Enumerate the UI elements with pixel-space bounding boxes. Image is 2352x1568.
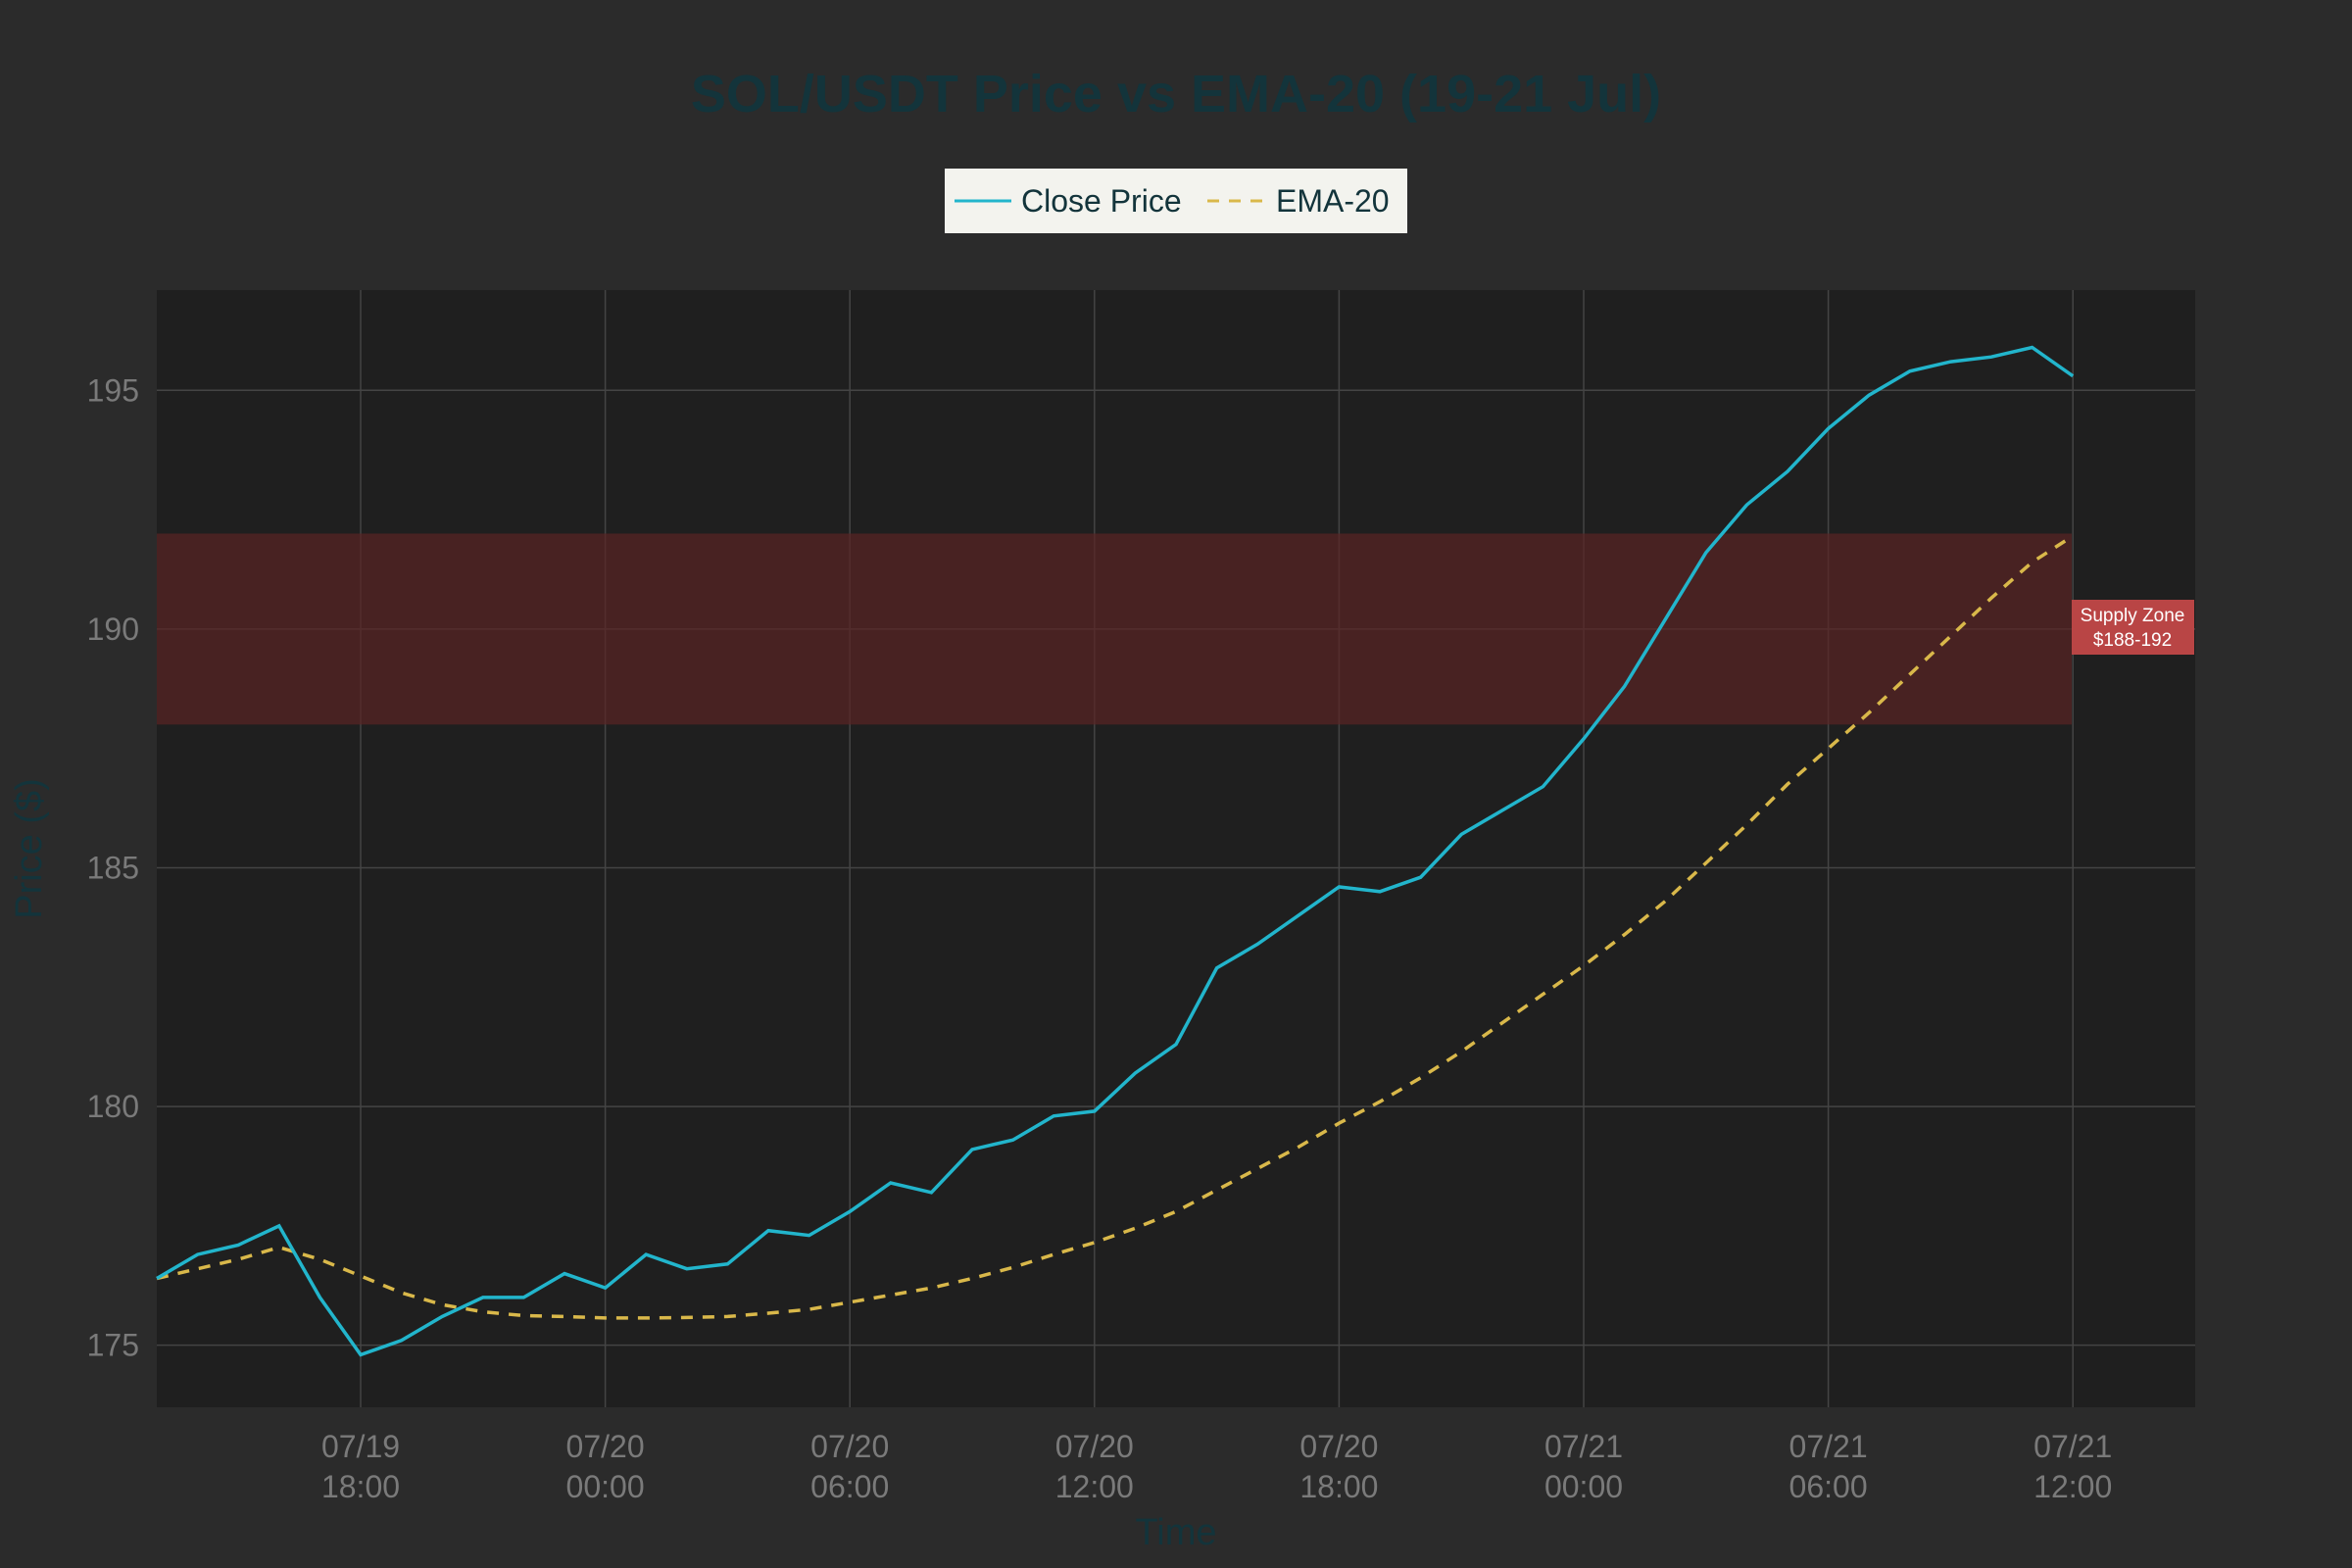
y-tick-label: 185: [87, 850, 139, 885]
legend-label-close-price: Close Price: [1021, 183, 1182, 219]
supply-zone-label-range: $188-192: [2093, 630, 2172, 651]
x-tick-label-date: 07/21: [2034, 1429, 2112, 1464]
x-axis-ticks: 07/19 18:00 07/20 00:00 07/20 06:00 07/20 12:00…: [321, 1429, 2112, 1504]
chart-title: SOL/USDT Price vs EMA-20 (19-21 Jul): [691, 65, 1661, 123]
series-line-ema-20: [156, 534, 2075, 1320]
x-tick-label-time: 18:00: [1299, 1469, 1378, 1504]
supply-zone-label-title: Supply Zone: [2081, 606, 2185, 626]
legend[interactable]: Close Price EMA-20: [945, 169, 1407, 233]
series-line-close-price: [156, 345, 2075, 1357]
y-axis-label: Price ($): [9, 778, 50, 919]
y-tick-label: 195: [87, 372, 139, 408]
legend-box: [945, 169, 1407, 233]
y-tick-label: 190: [87, 612, 139, 647]
x-tick-label-date: 07/21: [1544, 1429, 1623, 1464]
x-tick-label-date: 07/20: [566, 1429, 645, 1464]
y-axis-ticks: 175 180 185 190 195: [87, 372, 139, 1362]
x-tick-label-date: 07/20: [1055, 1429, 1134, 1464]
supply-zone-label-bg: [2072, 600, 2194, 655]
x-tick-label-time: 06:00: [1789, 1469, 1868, 1504]
y-tick-label: 180: [87, 1089, 139, 1124]
plot-area: [157, 290, 2195, 1407]
supply-zone-band: [157, 533, 2072, 725]
supply-zone-annotation: Supply Zone $188-192: [2072, 600, 2194, 655]
legend-label-ema-20: EMA-20: [1276, 183, 1390, 219]
x-tick-label-time: 00:00: [1544, 1469, 1623, 1504]
x-tick-label-date: 07/20: [810, 1429, 889, 1464]
x-tick-label-date: 07/20: [1299, 1429, 1378, 1464]
x-tick-label-time: 12:00: [1055, 1469, 1134, 1504]
x-tick-label-time: 18:00: [321, 1469, 400, 1504]
x-tick-label-time: 00:00: [566, 1469, 645, 1504]
y-tick-label: 175: [87, 1328, 139, 1363]
x-axis-label: Time: [1135, 1512, 1216, 1553]
x-tick-label-date: 07/21: [1789, 1429, 1868, 1464]
x-tick-label-time: 12:00: [2034, 1469, 2112, 1504]
x-tick-label-time: 06:00: [810, 1469, 889, 1504]
x-tick-label-date: 07/19: [321, 1429, 400, 1464]
